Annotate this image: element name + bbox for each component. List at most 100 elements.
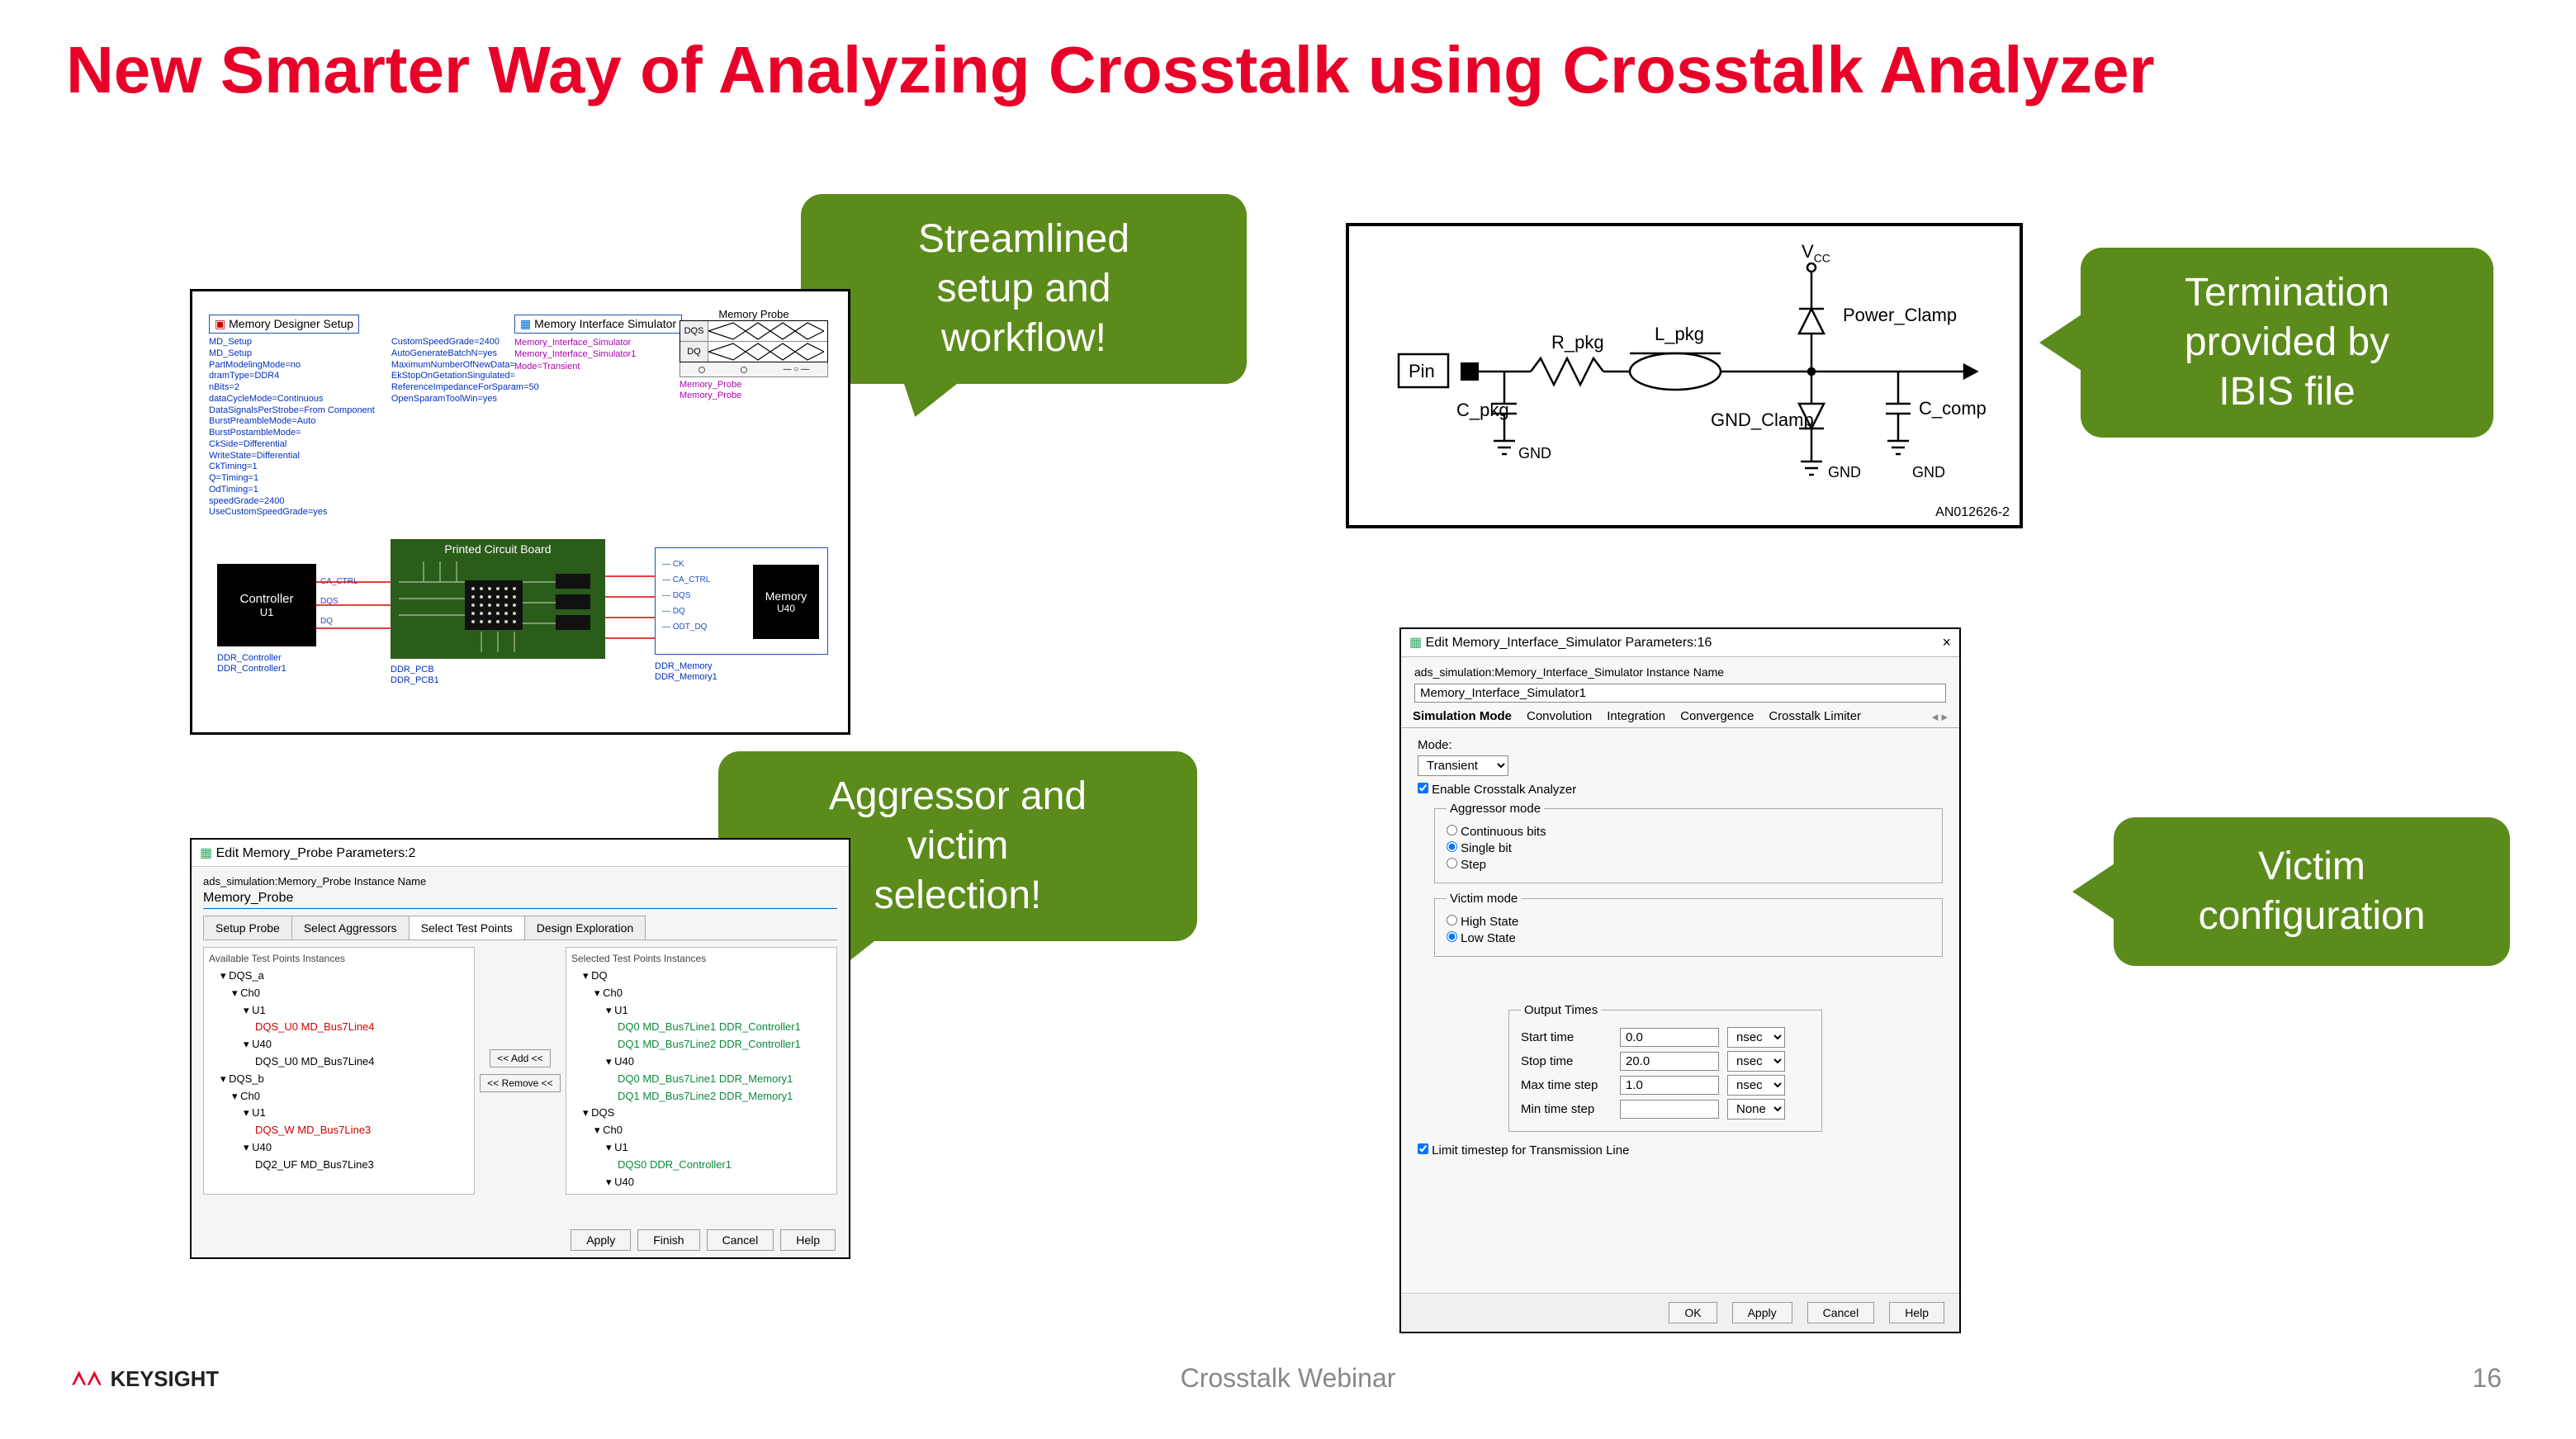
output-legend: Output Times — [1521, 1003, 1601, 1017]
vc-tab[interactable]: Simulation Mode — [1413, 709, 1512, 724]
vc-help-button[interactable]: Help — [1889, 1302, 1944, 1323]
vc-cancel-button[interactable]: Cancel — [1807, 1302, 1875, 1323]
vc-instance-input[interactable] — [1414, 684, 1946, 703]
victim-radio[interactable] — [1447, 915, 1457, 925]
mode-select[interactable]: Transient — [1418, 755, 1508, 776]
ibis-circuit-panel: Pin R_pkg L_pkg C_pkg GND VCC Power_Clam… — [1346, 223, 2023, 528]
tp-tab[interactable]: Select Aggressors — [291, 916, 410, 940]
callout-termination: Termination provided by IBIS file — [2081, 248, 2493, 438]
footer-center: Crosstalk Webinar — [1181, 1363, 1396, 1394]
close-icon[interactable]: × — [1942, 634, 1951, 651]
vc-tab[interactable]: Crosstalk Limiter — [1769, 709, 1861, 724]
memory-block: Memory U40 — CK— CA_CTRL— DQS— DQ— ODT_D… — [655, 547, 828, 655]
tp-apply-button[interactable]: Apply — [571, 1229, 631, 1251]
test-points-dialog: ▦ Edit Memory_Probe Parameters:2 ads_sim… — [190, 838, 850, 1259]
aggressor-radio[interactable] — [1447, 858, 1457, 869]
enable-xtalk-checkbox[interactable] — [1418, 783, 1428, 793]
gnd-clamp-label: GND_Clamp — [1711, 409, 1814, 431]
vc-tabs[interactable]: Simulation Mode Convolution Integration Con… — [1401, 703, 1959, 728]
out-row-input[interactable] — [1620, 1052, 1719, 1071]
callout-workflow: Streamlined setup and workflow! — [801, 194, 1247, 384]
memory-caption: DDR_MemoryDDR_Memory1 — [655, 661, 717, 683]
vcc-label: VCC — [1802, 241, 1830, 264]
tp-title: ▦ Edit Memory_Probe Parameters:2 — [192, 840, 849, 867]
out-row-label: Max time step — [1521, 1078, 1612, 1092]
callout-victim-config: Victim configuration — [2114, 817, 2510, 966]
brand-logo: KEYSIGHT — [66, 1358, 314, 1398]
tp-tabs[interactable]: Setup ProbeSelect AggressorsSelect Test … — [203, 916, 837, 940]
l-label: L_pkg — [1655, 324, 1704, 345]
vc-subtitle: ads_simulation:Memory_Interface_Simulato… — [1414, 665, 1946, 679]
pcb-caption: DDR_PCBDDR_PCB1 — [391, 665, 439, 686]
add-button[interactable]: << Add << — [490, 1049, 550, 1067]
tab-scroll-icon[interactable]: ◂ ▸ — [1932, 709, 1948, 724]
victim-fieldset: Victim mode High State Low State — [1434, 892, 1943, 957]
ccomp-label: C_comp — [1919, 398, 1986, 419]
pcb-block: Printed Circuit Board — [391, 539, 605, 659]
remove-button[interactable]: << Remove << — [480, 1074, 560, 1092]
sel-header: Selected Test Points Instances — [571, 953, 831, 964]
out-row-input[interactable] — [1620, 1028, 1719, 1047]
cpkg-label: C_pkg — [1456, 400, 1509, 421]
vc-tab[interactable]: Convolution — [1527, 709, 1592, 724]
victim-legend: Victim mode — [1447, 892, 1521, 906]
ckt-code: AN012626-2 — [1935, 505, 2010, 520]
pin-label: Pin — [1409, 361, 1435, 382]
gnd3-label: GND — [1912, 464, 1945, 481]
mode-label: Mode: — [1418, 738, 1943, 752]
avail-header: Available Test Points Instances — [209, 953, 469, 964]
available-tree[interactable]: ▾ DQS_a▾ Ch0▾ U1DQS_U0 MD_Bus7Line4▾ U40… — [209, 968, 469, 1174]
enable-xtalk-label: Enable Crosstalk Analyzer — [1432, 783, 1576, 797]
selected-tree[interactable]: ▾ DQ▾ Ch0▾ U1DQ0 MD_Bus7Line1 DDR_Contro… — [571, 968, 831, 1195]
memory-probe: Memory Probe DQS DQ — ○ — Memory_ProbeMe… — [680, 308, 828, 401]
sim-params: Memory_Interface_SimulatorMemory_Interfa… — [514, 337, 682, 372]
callout-victim-config-text: Victim configuration — [2199, 842, 2426, 941]
tp-tab[interactable]: Setup Probe — [203, 916, 292, 940]
vc-tab[interactable]: Convergence — [1680, 709, 1754, 724]
tp-instance: Memory_Probe — [203, 891, 293, 905]
vc-button-row: OK Apply Cancel Help — [1401, 1293, 1959, 1332]
controller-chip: Controller U1 — [217, 564, 316, 646]
setup-params-left: MD_SetupMD_SetupPartModelingMode=nodramT… — [209, 337, 375, 518]
vc-tab[interactable]: Integration — [1607, 709, 1665, 724]
limit-timestep-checkbox[interactable] — [1418, 1143, 1428, 1154]
slide-title: New Smarter Way of Analyzing Crosstalk u… — [66, 33, 2155, 107]
out-row-label: Stop time — [1521, 1054, 1612, 1068]
r-label: R_pkg — [1551, 332, 1604, 353]
callout-termination-text: Termination provided by IBIS file — [2185, 268, 2389, 417]
tp-button-row: Apply Finish Cancel Help — [567, 1229, 839, 1251]
out-row-unit[interactable]: nsec — [1727, 1075, 1785, 1096]
vc-title: ▦ Edit Memory_Interface_Simulator Parame… — [1409, 634, 1712, 651]
out-row-unit[interactable]: nsec — [1727, 1051, 1785, 1072]
callout-workflow-text: Streamlined setup and workflow! — [918, 215, 1129, 363]
vc-apply-button[interactable]: Apply — [1732, 1302, 1792, 1323]
aggressor-radio[interactable] — [1447, 841, 1457, 852]
aggressor-radio[interactable] — [1447, 825, 1457, 835]
out-row-unit[interactable]: None — [1727, 1099, 1785, 1119]
vc-ok-button[interactable]: OK — [1669, 1302, 1717, 1323]
limit-timestep-label: Limit timestep for Transmission Line — [1432, 1143, 1629, 1157]
sim-box: ▦ Memory Interface Simulator — [514, 315, 682, 334]
controller-caption: DDR_ControllerDDR_Controller1 — [217, 653, 286, 675]
output-times-fieldset: Output Times Start time nsec Stop time nsec… — [1508, 1003, 1822, 1132]
page-number: 16 — [2472, 1363, 2502, 1394]
workflow-panel: ▣ Memory Designer Setup MD_SetupMD_Setup… — [190, 289, 850, 735]
callout-aggr-victim-text: Aggressor and victim selection! — [829, 772, 1087, 921]
tp-tab[interactable]: Design Exploration — [524, 916, 646, 940]
victim-radio[interactable] — [1447, 931, 1457, 942]
out-row-input[interactable] — [1620, 1100, 1719, 1119]
out-row-unit[interactable]: nsec — [1727, 1027, 1785, 1048]
victim-config-dialog: ▦ Edit Memory_Interface_Simulator Parame… — [1399, 627, 1961, 1333]
tp-cancel-button[interactable]: Cancel — [707, 1229, 774, 1251]
aggressor-fieldset: Aggressor mode Continuous bits Single bi… — [1434, 802, 1943, 883]
power-clamp-label: Power_Clamp — [1843, 305, 1957, 326]
tp-tab[interactable]: Select Test Points — [409, 916, 525, 940]
tp-help-button[interactable]: Help — [780, 1229, 836, 1251]
gnd1-label: GND — [1518, 445, 1551, 462]
out-row-label: Start time — [1521, 1030, 1612, 1044]
out-row-input[interactable] — [1620, 1076, 1719, 1095]
gnd2-label: GND — [1828, 464, 1861, 481]
tp-finish-button[interactable]: Finish — [637, 1229, 699, 1251]
aggressor-legend: Aggressor mode — [1447, 802, 1544, 816]
setup-box: ▣ Memory Designer Setup — [209, 315, 359, 334]
